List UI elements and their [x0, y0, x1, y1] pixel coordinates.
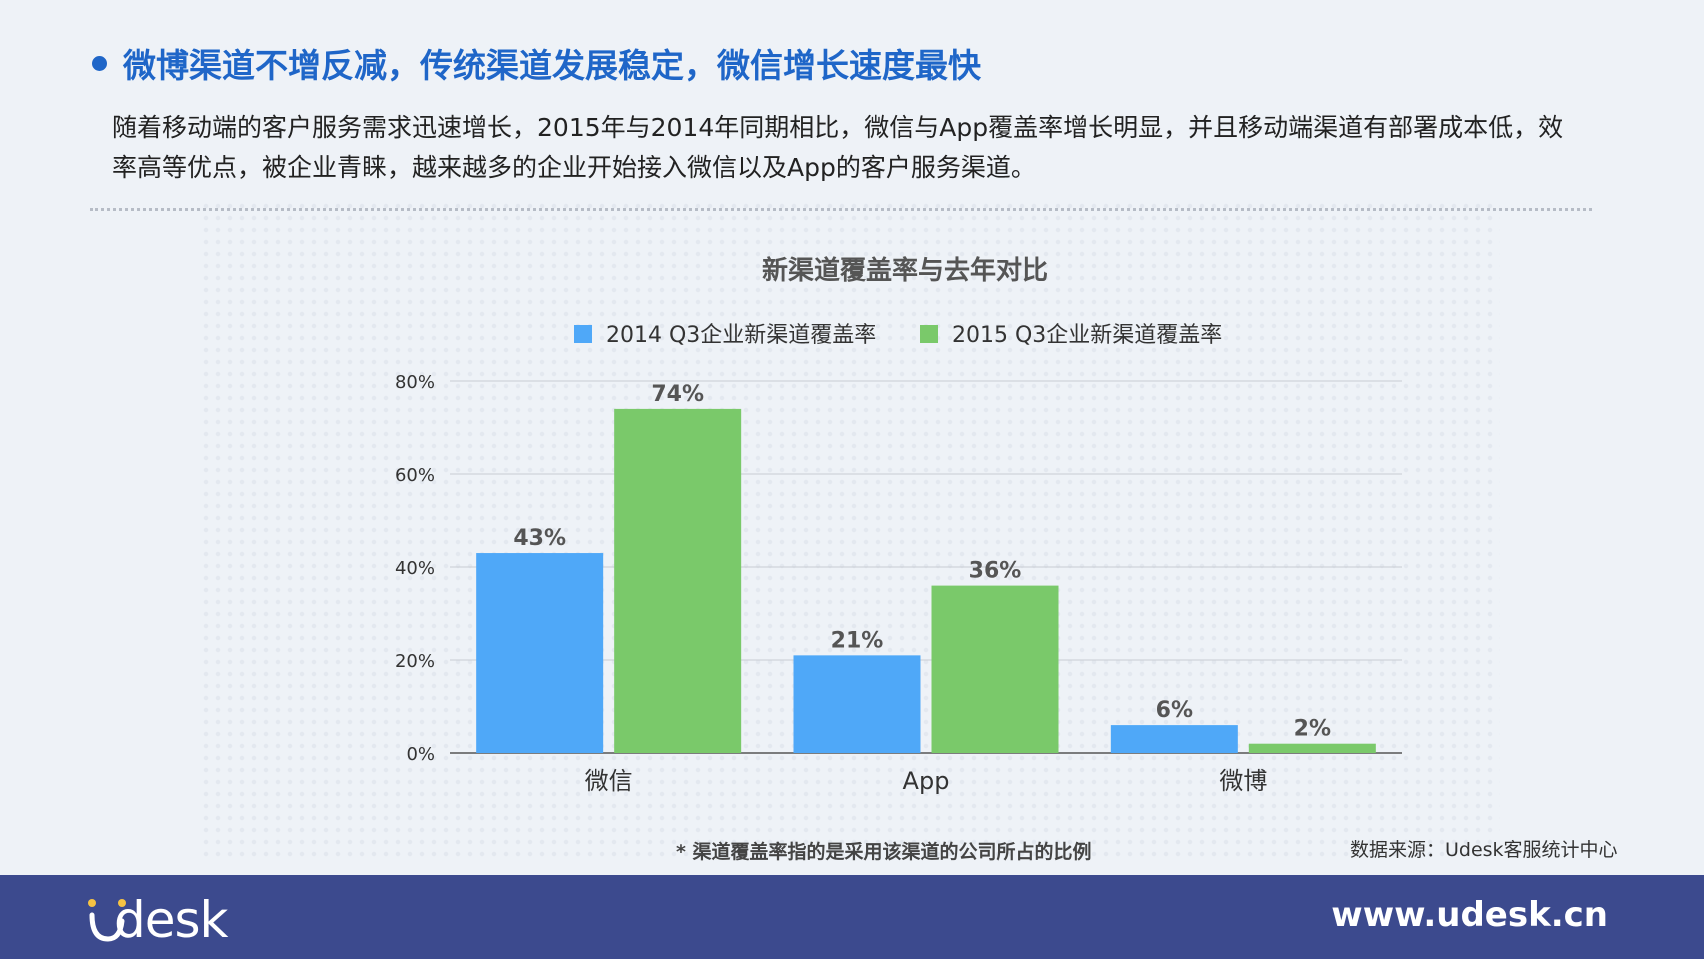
- data-label: 43%: [513, 526, 566, 551]
- bar-chart: 新渠道覆盖率与去年对比 2014 Q3企业新渠道覆盖率 2015 Q3企业新渠道覆盖…: [395, 255, 1402, 795]
- footnote: * 渠道覆盖率指的是采用该渠道的公司所占的比例: [676, 841, 1092, 863]
- bar: [1248, 743, 1376, 753]
- legend-swatch: [920, 325, 938, 343]
- data-label: 6%: [1156, 698, 1193, 723]
- bar: [614, 408, 742, 753]
- udesk-logo: desk: [86, 891, 256, 949]
- bar: [1110, 725, 1238, 753]
- intro-paragraph: 随着移动端的客户服务需求迅速增长，2015年与2014年同期相比，微信与App覆…: [112, 113, 1564, 182]
- data-label: 21%: [831, 628, 884, 653]
- website-link[interactable]: www.udesk.cn: [1331, 895, 1608, 935]
- legend-label: 2015 Q3企业新渠道覆盖率: [952, 323, 1222, 348]
- data-label: 36%: [969, 559, 1022, 584]
- legend-label: 2014 Q3企业新渠道覆盖率: [606, 323, 876, 348]
- bullet-icon: [92, 55, 107, 71]
- y-tick-label: 40%: [395, 558, 435, 579]
- bar: [931, 585, 1059, 753]
- x-tick-label: 微博: [1219, 767, 1267, 795]
- bar: [476, 553, 604, 753]
- dotted-divider: [90, 208, 1592, 211]
- x-tick-label: 微信: [585, 767, 633, 795]
- chart-title: 新渠道覆盖率与去年对比: [762, 255, 1048, 286]
- headline-text: 微博渠道不增反减，传统渠道发展稳定，微信增长速度最快: [123, 46, 981, 85]
- data-label: 74%: [651, 382, 704, 407]
- bar: [793, 655, 921, 753]
- logo-text: desk: [114, 891, 229, 949]
- x-tick-label: App: [903, 767, 950, 795]
- data-label: 2%: [1294, 717, 1331, 742]
- data-source: 数据来源：Udesk客服统计中心: [1350, 839, 1618, 861]
- y-tick-label: 80%: [395, 372, 435, 393]
- y-tick-label: 60%: [395, 465, 435, 486]
- y-tick-label: 0%: [406, 744, 435, 765]
- headline: 微博渠道不增反减，传统渠道发展稳定，微信增长速度最快: [92, 38, 981, 88]
- logo-smile-icon: [88, 899, 126, 942]
- legend-swatch: [574, 325, 592, 343]
- footer-bar: desk www.udesk.cn: [0, 875, 1704, 959]
- y-tick-label: 20%: [395, 651, 435, 672]
